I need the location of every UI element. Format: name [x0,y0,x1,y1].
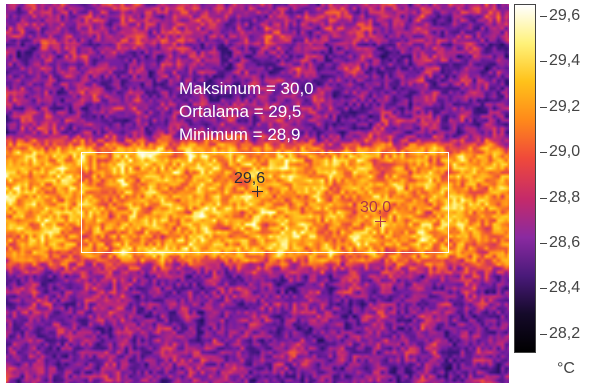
spot-value: 29,6 [234,170,266,187]
measurement-box [81,152,449,253]
scale-tick-mark [540,107,547,108]
scale-tick-label: 29,2 [549,98,581,115]
color-scale-bar [514,4,536,353]
scale-tick-label: 28,6 [549,234,581,251]
crosshair-icon [252,186,263,197]
scale-tick-label: 28,8 [549,189,581,206]
spot-marker: 30,0 [360,199,392,227]
scale-tick-label: 29,6 [549,7,581,24]
min-label: Minimum = 28,9 [179,125,301,144]
spot-marker: 29,6 [234,170,266,197]
max-label: Maksimum = 30,0 [179,79,314,98]
avg-label: Ortalama = 29,5 [179,102,302,121]
scale-tick-label: 29,0 [549,143,581,160]
scale-tick-label: 28,4 [549,279,581,296]
scale-tick-mark [540,243,547,244]
scale-tick-mark [540,334,547,335]
scale-tick-mark [540,198,547,199]
spot-value: 30,0 [360,199,392,216]
scale-tick-mark [540,16,547,17]
measurement-stats: Maksimum = 30,0 Ortalama = 29,5 Minimum … [179,77,314,146]
scale-tick-mark [540,288,547,289]
crosshair-icon [375,216,386,227]
scale-tick-mark [540,152,547,153]
scale-tick-label: 29,4 [549,52,581,69]
scale-tick-mark [540,61,547,62]
scale-tick-label: 28,2 [549,325,581,342]
unit-label: °C [557,360,575,377]
